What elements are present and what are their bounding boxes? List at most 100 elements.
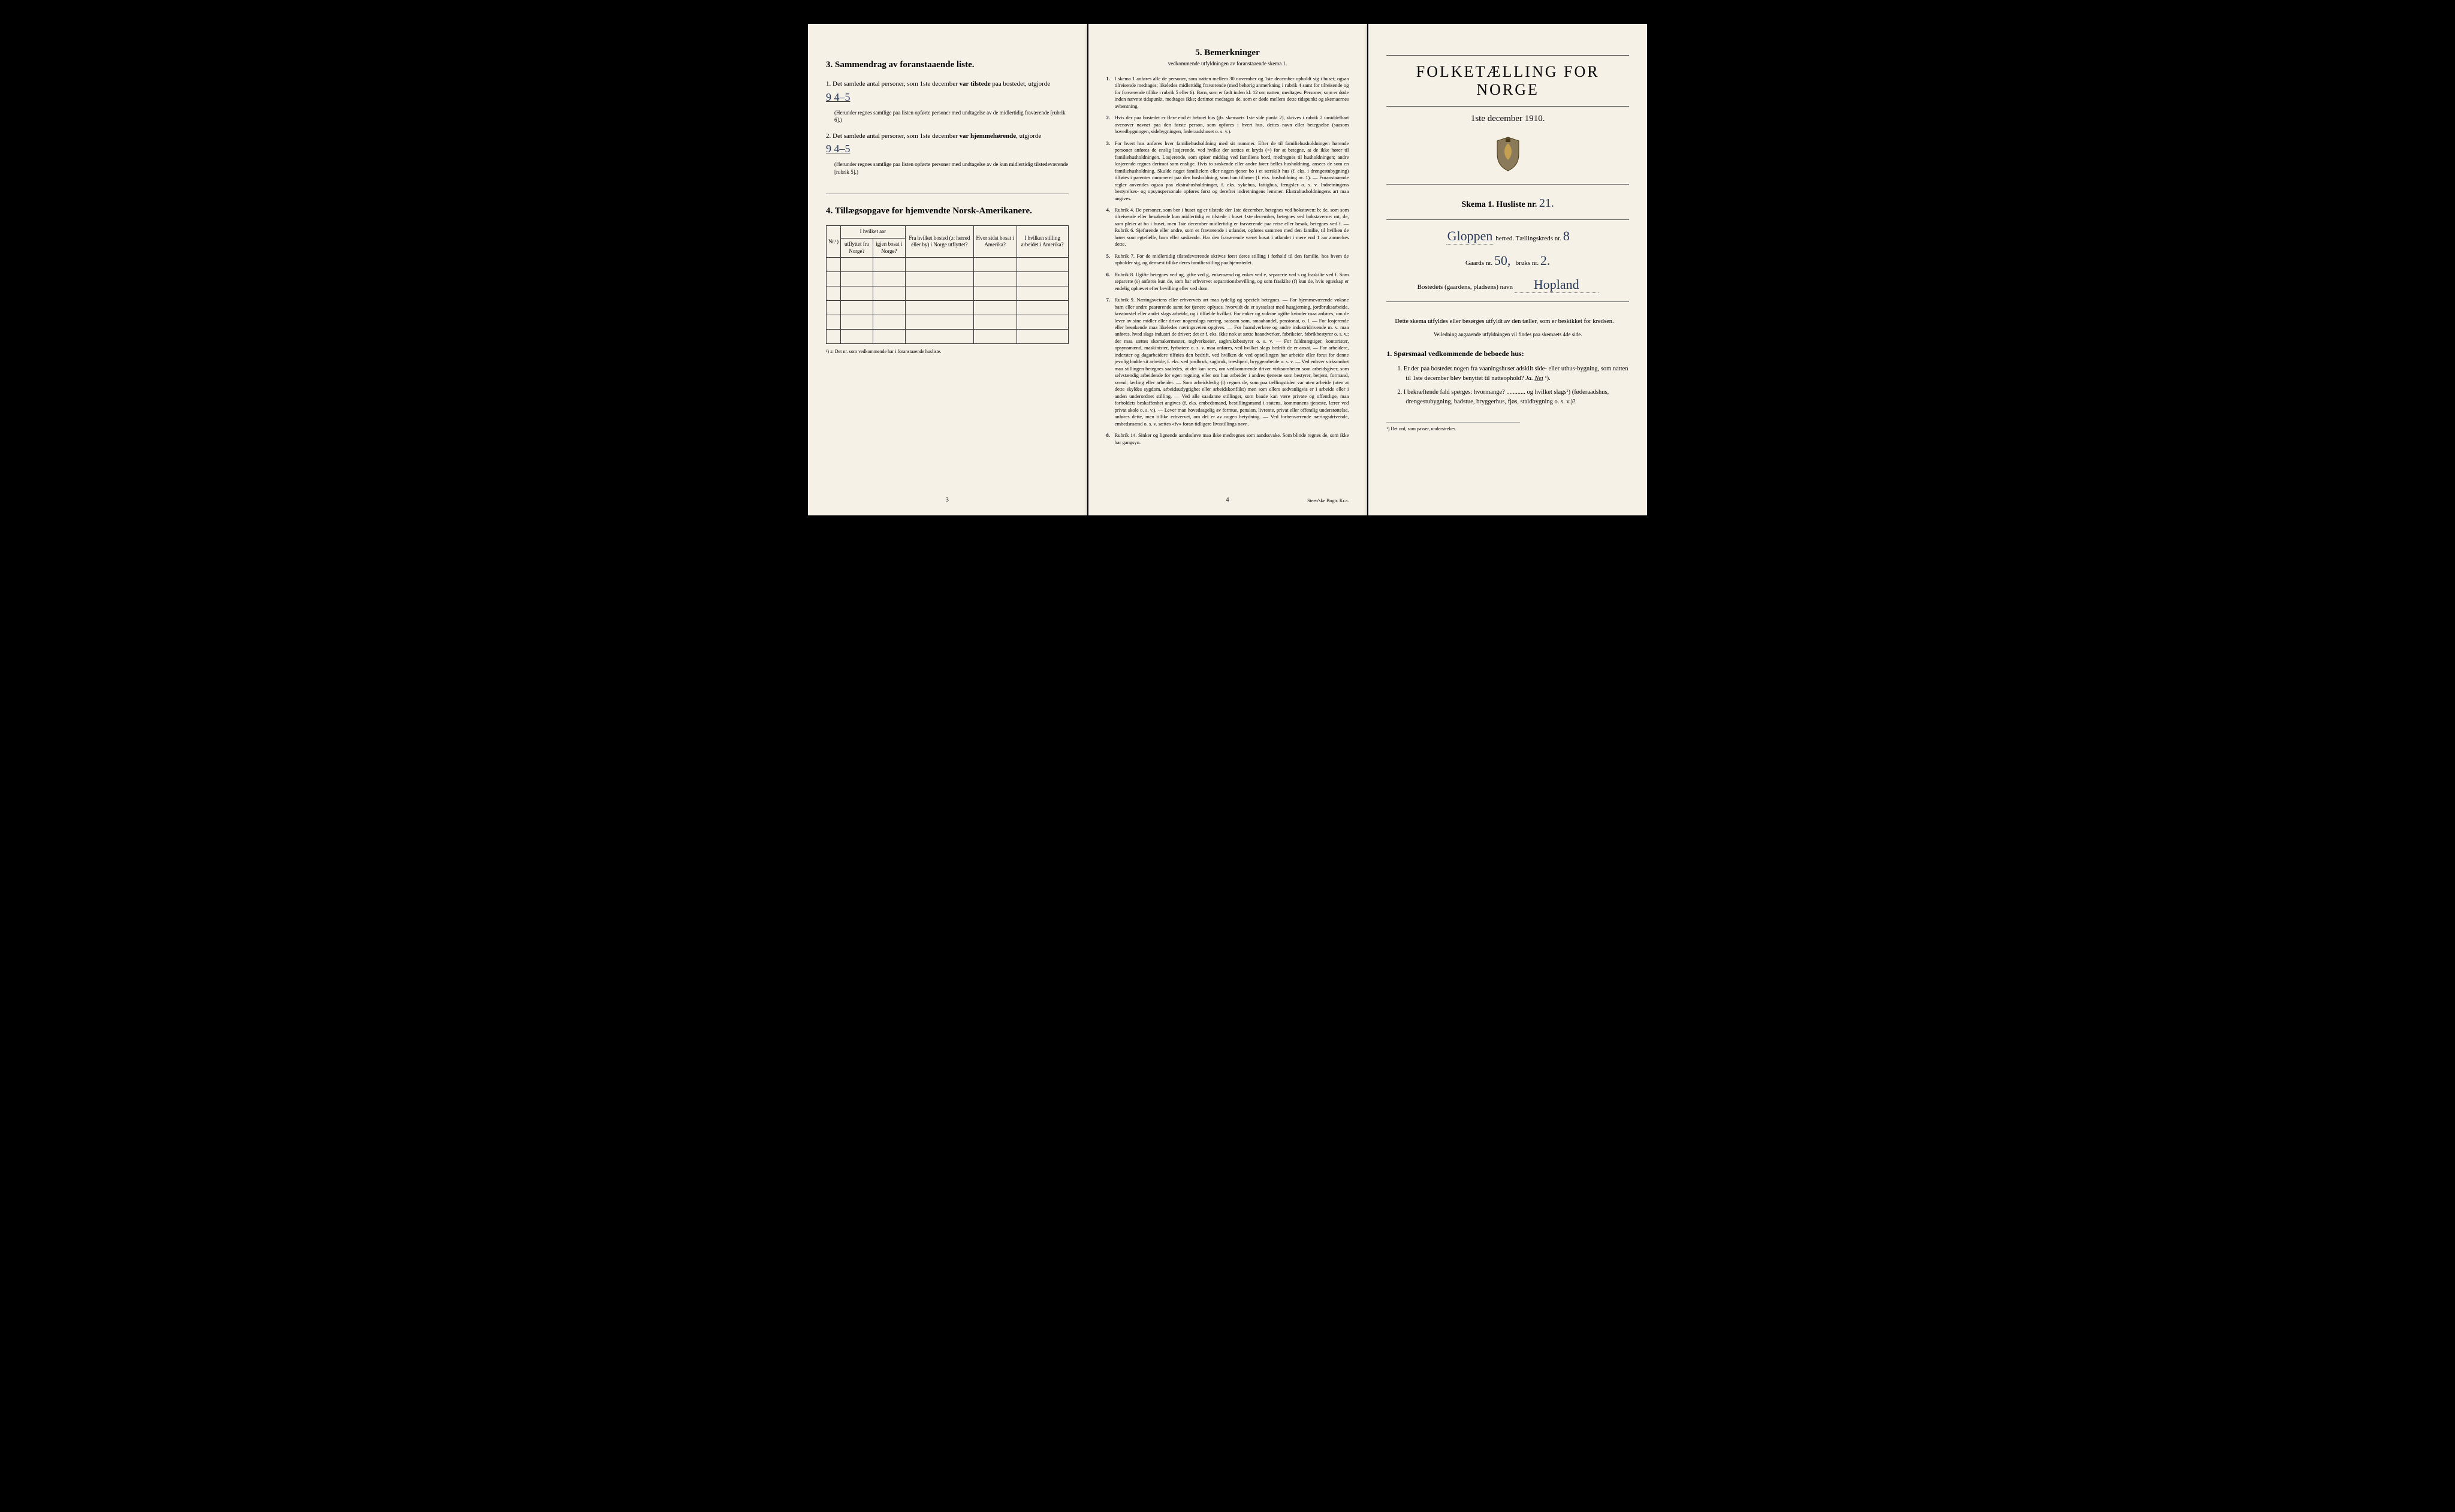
table-cell — [827, 301, 841, 315]
section-5-subtitle: vedkommende utfyldningen av foranstaaend… — [1106, 61, 1349, 67]
skema-rule — [1386, 219, 1629, 220]
skema-label: Skema 1. Husliste nr. — [1461, 200, 1537, 209]
rule-item: Rubrik 7. For de midlertidig tilstedevær… — [1106, 253, 1349, 267]
rule-item: Rubrik 8. Ugifte betegnes ved ug, gifte … — [1106, 271, 1349, 292]
item-2-prefix: 2. Det samlede antal personer, som 1ste … — [826, 132, 960, 140]
emigrant-table: Nr.¹) I hvilket aar Fra hvilket bosted (… — [826, 225, 1069, 344]
herred-line: Gloppen herred. Tællingskreds nr. 8 — [1386, 228, 1629, 245]
title-rule — [1386, 106, 1629, 107]
item-2-note: (Herunder regnes samtlige paa listen opf… — [834, 161, 1069, 176]
page-number-3: 3 — [946, 497, 949, 503]
page-3: 3. Sammendrag av foranstaaende liste. 1.… — [808, 24, 1087, 515]
table-cell — [827, 315, 841, 330]
table-cell — [840, 315, 873, 330]
item-2-value: 9 4–5 — [826, 141, 862, 157]
table-cell — [827, 272, 841, 286]
table-cell — [873, 286, 905, 301]
table-cell — [840, 301, 873, 315]
bosted-value: Hopland — [1534, 277, 1579, 292]
table-row — [827, 258, 1069, 272]
herred-label: herred. Tællingskreds nr. — [1495, 235, 1561, 242]
question-heading: 1. Spørsmaal vedkommende de beboede hus: — [1386, 349, 1629, 358]
rules-list: I skema 1 anføres alle de personer, som … — [1106, 76, 1349, 446]
item-1-prefix: 1. Det samlede antal personer, som 1ste … — [826, 80, 960, 87]
bruks-nr: 2. — [1540, 253, 1551, 268]
item-1-note: (Herunder regnes samtlige paa listen opf… — [834, 109, 1069, 124]
table-cell — [905, 301, 973, 315]
table-cell — [1017, 315, 1068, 330]
table-cell — [873, 301, 905, 315]
table-footnote: ¹) ɔ: Det nr. som vedkommende har i fora… — [826, 349, 1069, 354]
table-cell — [973, 286, 1017, 301]
table-cell — [905, 258, 973, 272]
document-spread: 3. Sammendrag av foranstaaende liste. 1.… — [808, 24, 1647, 515]
table-cell — [873, 330, 905, 344]
col-year-back: igjen bosat i Norge? — [873, 239, 905, 258]
table-cell — [973, 272, 1017, 286]
skema-line: Skema 1. Husliste nr. 21. — [1386, 197, 1629, 210]
table-cell — [973, 330, 1017, 344]
table-cell — [905, 286, 973, 301]
rule-item: Rubrik 4. De personer, som bor i huset o… — [1106, 207, 1349, 248]
crest-rule — [1386, 184, 1629, 185]
printer-mark: Steen'ske Bogtr. Kr.a. — [1307, 498, 1349, 503]
top-rule — [1386, 55, 1629, 56]
table-row — [827, 286, 1069, 301]
table-cell — [1017, 301, 1068, 315]
table-row — [827, 301, 1069, 315]
table-cell — [973, 258, 1017, 272]
table-cell — [905, 272, 973, 286]
table-cell — [905, 315, 973, 330]
item-1-value: 9 4–5 — [826, 89, 862, 105]
right-footnote: ¹) Det ord, som passer, understrekes. — [1386, 422, 1520, 431]
table-cell — [840, 286, 873, 301]
table-cell — [827, 330, 841, 344]
table-row — [827, 330, 1069, 344]
table-row — [827, 272, 1069, 286]
item-1: 1. Det samlede antal personer, som 1ste … — [826, 79, 1069, 105]
page-4: 5. Bemerkninger vedkommende utfyldningen… — [1088, 24, 1368, 515]
gaards-line: Gaards nr. 50, bruks nr. 2. — [1386, 253, 1629, 268]
coat-of-arms-icon — [1386, 136, 1629, 175]
table-cell — [840, 258, 873, 272]
table-cell — [873, 315, 905, 330]
question-1: 1. Er der paa bostedet nogen fra vaaning… — [1397, 364, 1629, 384]
main-title: FOLKETÆLLING FOR NORGE — [1386, 63, 1629, 99]
husliste-nr: 21. — [1539, 197, 1554, 210]
rule-item: Rubrik 9. Næringsveiens eller erhvervets… — [1106, 297, 1349, 427]
bosted-label: Bostedets (gaardens, pladsens) navn — [1417, 283, 1513, 291]
item-2-bold: var hjemmehørende — [960, 132, 1017, 140]
table-cell — [1017, 272, 1068, 286]
page-title-sheet: FOLKETÆLLING FOR NORGE 1ste december 191… — [1368, 24, 1647, 515]
item-1-suffix: paa bostedet, utgjorde — [991, 80, 1051, 87]
bruks-label: bruks nr. — [1516, 259, 1539, 267]
table-cell — [827, 258, 841, 272]
table-cell — [827, 286, 841, 301]
herred-value: Gloppen — [1447, 228, 1493, 243]
section-3-title: 3. Sammendrag av foranstaaende liste. — [826, 60, 1069, 70]
table-cell — [973, 301, 1017, 315]
rule-item: I skema 1 anføres alle de personer, som … — [1106, 76, 1349, 110]
section-5-title: 5. Bemerkninger — [1106, 48, 1349, 58]
rule-item: Hvis der paa bostedet er flere end ét be… — [1106, 114, 1349, 135]
form-rule — [1386, 301, 1629, 302]
col-from: Fra hvilket bosted (ɔ: herred eller by) … — [905, 226, 973, 258]
page-number-4: 4 — [1226, 497, 1229, 503]
q1-text: 1. Er der paa bostedet nogen fra vaaning… — [1397, 366, 1628, 382]
instruction-small: Veiledning angaaende utfyldningen vil fi… — [1386, 331, 1629, 337]
item-1-bold: var tilstede — [960, 80, 991, 87]
col-nr: Nr.¹) — [827, 226, 841, 258]
rule-item: For hvert hus anføres hver familiehushol… — [1106, 140, 1349, 202]
table-cell — [840, 330, 873, 344]
emigrant-table-body — [827, 258, 1069, 344]
instruction: Dette skema utfyldes eller besørges utfy… — [1386, 317, 1629, 327]
table-cell — [973, 315, 1017, 330]
table-cell — [905, 330, 973, 344]
table-cell — [873, 258, 905, 272]
rule-item: Rubrik 14. Sinker og lignende aandssløve… — [1106, 432, 1349, 446]
table-cell — [840, 272, 873, 286]
kreds-nr: 8 — [1563, 228, 1570, 243]
col-where: Hvor sidst bosat i Amerika? — [973, 226, 1017, 258]
table-cell — [873, 272, 905, 286]
item-2-suffix: , utgjorde — [1016, 132, 1041, 140]
